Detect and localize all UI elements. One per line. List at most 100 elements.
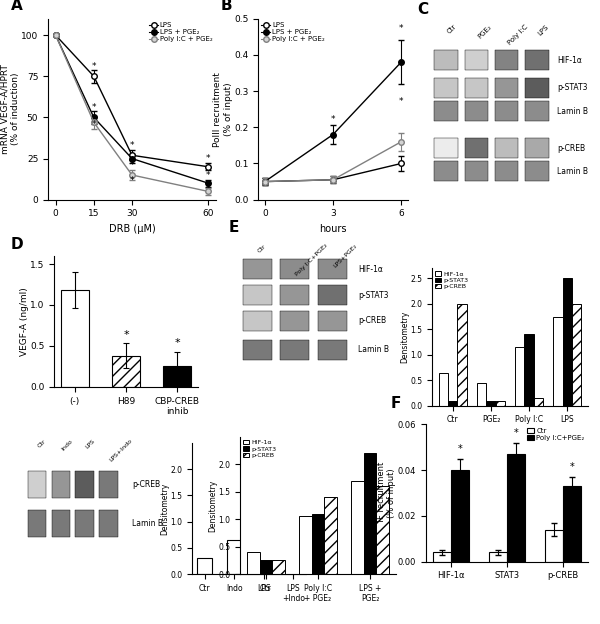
Bar [312, 514, 324, 574]
Bar [563, 486, 581, 562]
Text: p-STAT3: p-STAT3 [557, 84, 587, 92]
Text: Lamin B: Lamin B [132, 519, 163, 528]
Bar [61, 290, 89, 387]
Bar [563, 278, 572, 406]
Bar [376, 486, 389, 574]
FancyBboxPatch shape [28, 510, 46, 537]
Text: C: C [418, 2, 429, 17]
Y-axis label: Densitometry: Densitometry [208, 479, 217, 532]
Legend: LPS, LPS + PGE₂, Poly I:C + PGE₂: LPS, LPS + PGE₂, Poly I:C + PGE₂ [149, 22, 212, 42]
Bar [227, 540, 242, 574]
Bar [272, 560, 284, 574]
FancyBboxPatch shape [434, 101, 458, 121]
Bar [496, 401, 505, 406]
X-axis label: DRB (μM): DRB (μM) [109, 224, 155, 234]
FancyBboxPatch shape [243, 311, 272, 331]
FancyBboxPatch shape [76, 510, 94, 537]
Text: HIF-1α: HIF-1α [358, 265, 383, 274]
Text: *: * [206, 184, 211, 193]
Bar [439, 373, 448, 406]
FancyBboxPatch shape [280, 285, 309, 305]
FancyBboxPatch shape [280, 311, 309, 331]
Text: PGE₂: PGE₂ [476, 23, 493, 39]
Bar [364, 453, 376, 574]
Text: Poly I:C+PGE₂: Poly I:C+PGE₂ [295, 243, 329, 278]
FancyBboxPatch shape [280, 339, 309, 359]
FancyBboxPatch shape [76, 471, 94, 498]
Text: Poly I:C: Poly I:C [506, 23, 529, 46]
FancyBboxPatch shape [464, 78, 488, 98]
Text: *: * [331, 115, 335, 124]
Y-axis label: VEGF-A (ng/ml): VEGF-A (ng/ml) [20, 287, 29, 356]
Text: Ctr: Ctr [257, 243, 268, 253]
FancyBboxPatch shape [99, 510, 118, 537]
Bar [286, 519, 301, 574]
FancyBboxPatch shape [525, 78, 548, 98]
FancyBboxPatch shape [243, 339, 272, 359]
Bar [515, 347, 524, 406]
Bar [487, 401, 496, 406]
FancyBboxPatch shape [99, 471, 118, 498]
Text: Lamin B: Lamin B [557, 107, 588, 115]
FancyBboxPatch shape [464, 51, 488, 70]
Bar [451, 470, 469, 562]
Bar [256, 469, 271, 574]
Y-axis label: PolII recruitment
(% of input): PolII recruitment (% of input) [213, 72, 233, 147]
Text: F: F [391, 396, 401, 411]
Bar [553, 316, 563, 406]
Text: *: * [130, 161, 134, 170]
Bar [433, 552, 451, 562]
FancyBboxPatch shape [52, 471, 70, 498]
Bar [507, 454, 525, 562]
Bar [524, 334, 533, 406]
Text: Lamin B: Lamin B [557, 167, 588, 175]
Bar [448, 401, 457, 406]
Text: *: * [92, 120, 96, 129]
FancyBboxPatch shape [525, 101, 548, 121]
Text: *: * [130, 176, 134, 185]
Text: D: D [11, 237, 23, 252]
FancyBboxPatch shape [464, 101, 488, 121]
Bar [545, 530, 563, 562]
FancyBboxPatch shape [318, 311, 347, 331]
Text: Ctr: Ctr [446, 23, 458, 35]
Bar [489, 552, 507, 562]
Text: p-CREB: p-CREB [358, 316, 386, 325]
Text: *: * [92, 62, 96, 71]
Text: *: * [92, 104, 96, 112]
Bar [572, 304, 581, 406]
Bar [299, 517, 312, 574]
Text: *: * [206, 155, 211, 163]
FancyBboxPatch shape [52, 510, 70, 537]
Bar [324, 497, 337, 574]
Bar [260, 560, 272, 574]
FancyBboxPatch shape [243, 259, 272, 280]
Legend: LPS, LPS + PGE₂, Poly I:C + PGE₂: LPS, LPS + PGE₂, Poly I:C + PGE₂ [262, 22, 325, 42]
Text: *: * [399, 24, 403, 33]
Text: *: * [514, 428, 518, 438]
Text: *: * [399, 97, 403, 105]
FancyBboxPatch shape [495, 138, 518, 158]
Bar [352, 480, 364, 574]
Text: p-CREB: p-CREB [557, 144, 585, 152]
Legend: HIF-1α, p-STAT3, p-CREB: HIF-1α, p-STAT3, p-CREB [435, 271, 469, 290]
FancyBboxPatch shape [525, 161, 548, 181]
Y-axis label: Densitometry: Densitometry [160, 482, 169, 535]
Text: HIF-1α: HIF-1α [557, 56, 582, 65]
X-axis label: hours: hours [319, 224, 347, 234]
FancyBboxPatch shape [280, 259, 309, 280]
FancyBboxPatch shape [464, 161, 488, 181]
Text: Lamin B: Lamin B [358, 345, 389, 354]
Bar [533, 398, 543, 406]
FancyBboxPatch shape [243, 285, 272, 305]
Bar [112, 356, 140, 387]
Text: Indo: Indo [61, 438, 74, 452]
Text: LPS: LPS [85, 438, 96, 450]
Text: *: * [175, 338, 180, 348]
FancyBboxPatch shape [495, 101, 518, 121]
FancyBboxPatch shape [464, 138, 488, 158]
Text: LPS+Indo: LPS+Indo [109, 438, 133, 463]
Text: Ctr: Ctr [37, 438, 47, 449]
Legend: Ctr, Poly I:C+PGE₂: Ctr, Poly I:C+PGE₂ [527, 428, 584, 441]
Text: *: * [130, 141, 134, 150]
